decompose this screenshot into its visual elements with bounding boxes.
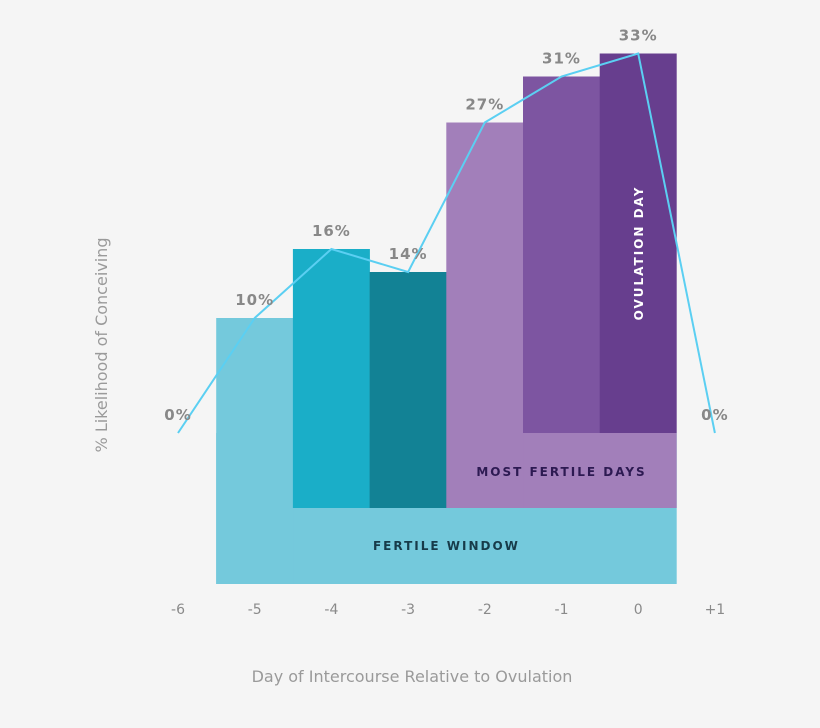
y-axis-title: % Likelihood of Conceiving <box>92 238 111 453</box>
x-tick-label: -3 <box>401 602 415 618</box>
x-tick-label: -2 <box>478 602 492 618</box>
value-label: 10% <box>235 291 274 309</box>
trend-line-layer <box>177 52 716 434</box>
x-tick-labels: -6 -5 -4 -3 -2 -1 0 +1 <box>171 602 725 618</box>
value-label: 0% <box>164 406 191 424</box>
x-tick-label: -4 <box>324 602 338 618</box>
band-label-ovulation-day: OVULATION DAY <box>632 186 646 321</box>
value-label: 33% <box>619 27 658 45</box>
bar-day--5 <box>216 318 294 584</box>
bars <box>216 53 677 584</box>
band-label-most-fertile-days: MOST FERTILE DAYS <box>476 465 646 479</box>
value-label: 27% <box>465 96 504 114</box>
x-tick-label: -6 <box>171 602 185 618</box>
bar-day--2 <box>446 122 524 508</box>
bar-day--1 <box>523 76 600 433</box>
band-labels: FERTILE WINDOW MOST FERTILE DAYS OVULATION… <box>373 186 646 553</box>
x-tick-label: -1 <box>555 602 569 618</box>
x-axis-title: Day of Intercourse Relative to Ovulation <box>252 667 573 686</box>
value-labels: 0% 10% 16% 14% 27% 31% 33% 0% <box>164 27 728 425</box>
value-label: 16% <box>312 222 351 240</box>
bar-day-0 <box>599 53 677 433</box>
x-tick-label: 0 <box>634 602 643 618</box>
band-label-fertile-window: FERTILE WINDOW <box>373 539 520 553</box>
bar-day--3 <box>369 272 447 508</box>
value-label: 14% <box>389 245 428 263</box>
x-tick-label: +1 <box>705 602 726 618</box>
x-tick-label: -5 <box>248 602 262 618</box>
trend-line <box>177 52 716 434</box>
value-label: 0% <box>701 406 728 424</box>
bar-day--4 <box>292 249 370 508</box>
value-label: 31% <box>542 50 581 68</box>
